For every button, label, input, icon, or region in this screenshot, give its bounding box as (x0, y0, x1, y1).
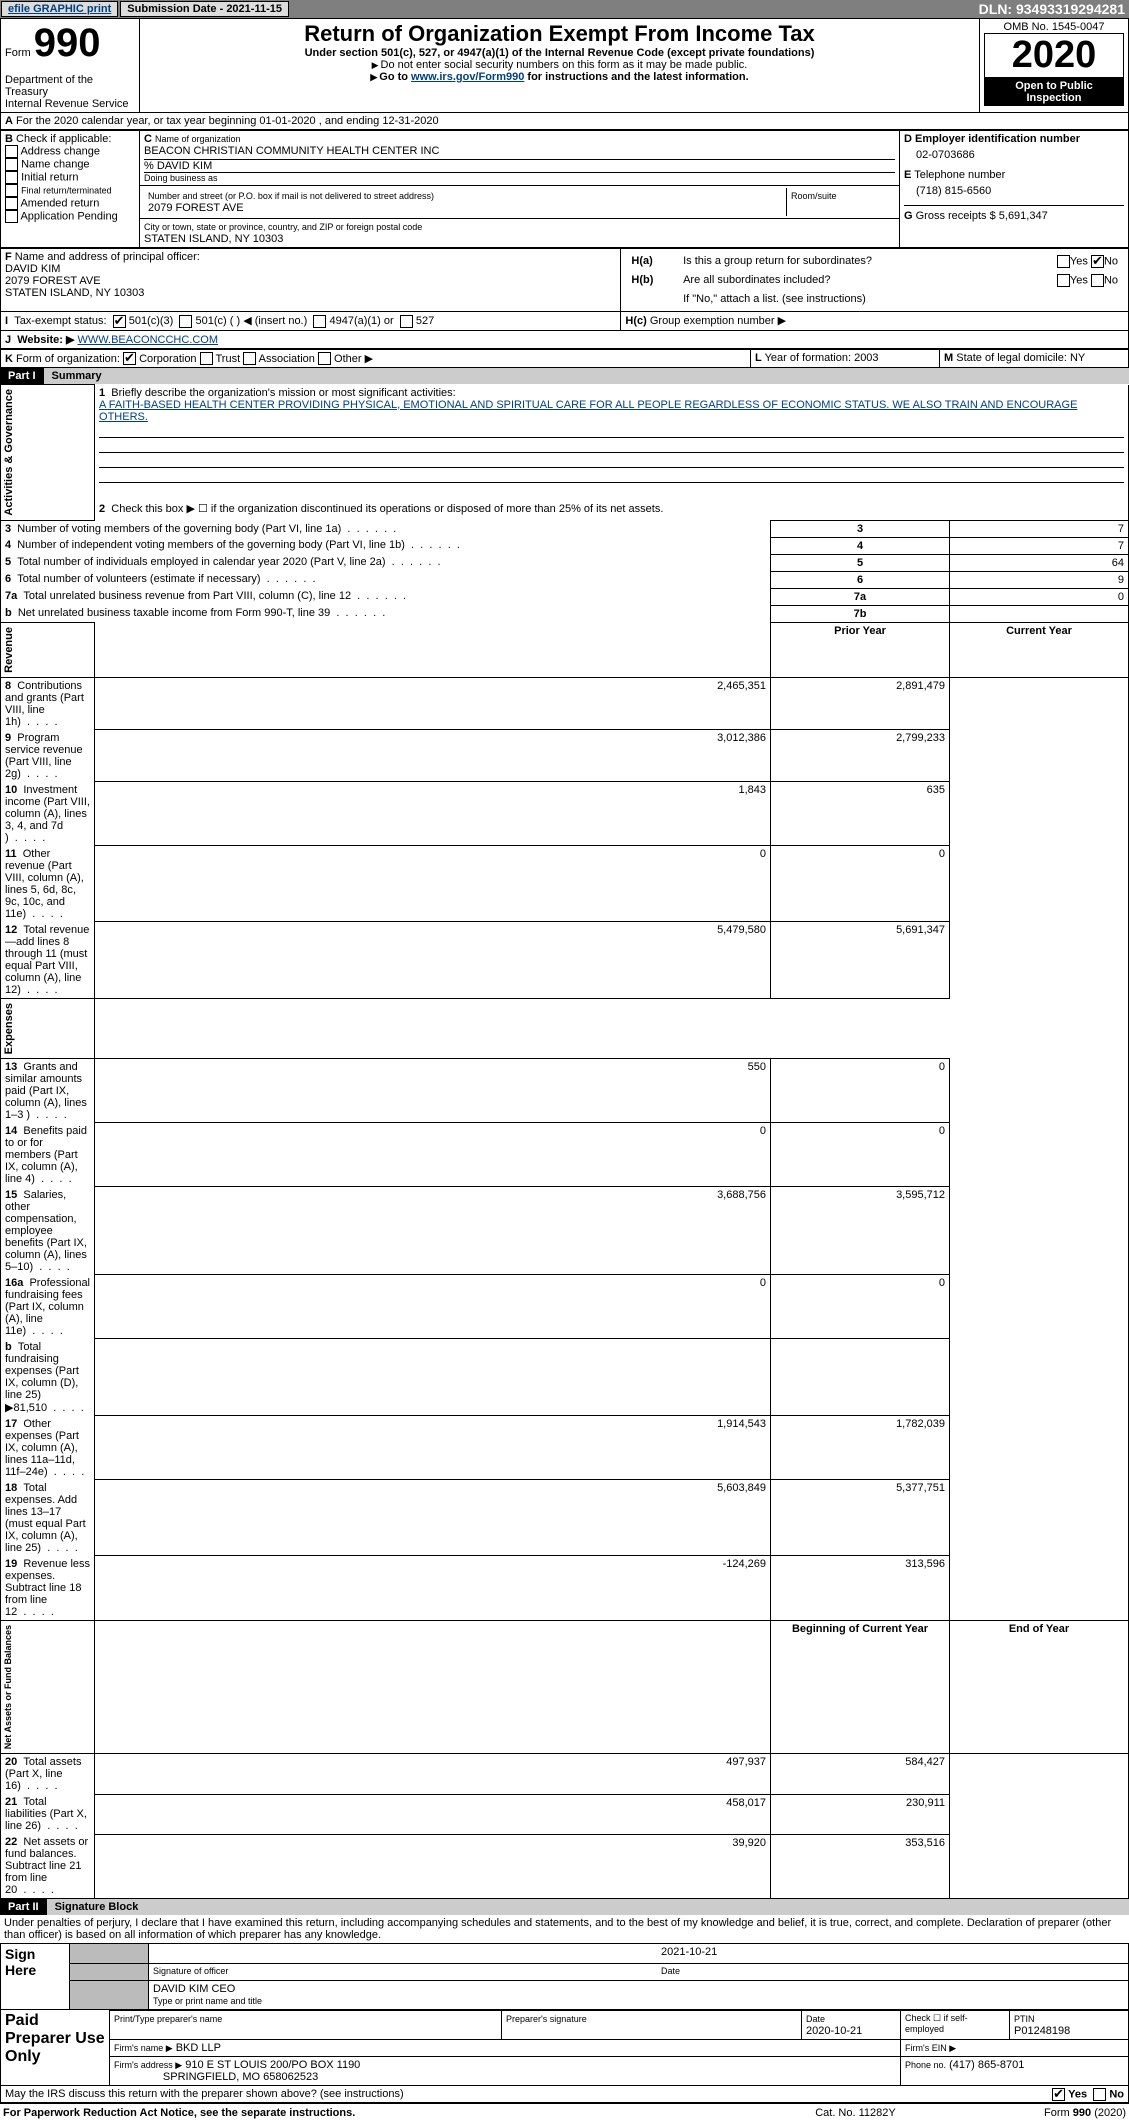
efile-print-button[interactable]: efile GRAPHIC print (1, 1, 118, 17)
preparer-table: Paid Preparer Use Only Print/Type prepar… (0, 2010, 1129, 2086)
omb-number: OMB No. 1545-0047 (984, 21, 1124, 33)
form-footer: Form 990 (2020) (946, 2106, 1127, 2120)
website-link[interactable]: WWW.BEACONCCHC.COM (77, 334, 218, 346)
entity-table: B Check if applicable: Address change Na… (0, 130, 1129, 248)
dln-label: DLN: 93493319294281 (975, 1, 1129, 17)
line-a: A For the 2020 calendar year, or tax yea… (0, 113, 1129, 130)
city-state-zip: STATEN ISLAND, NY 10303 (144, 233, 283, 245)
catalog-number: Cat. No. 11282Y (767, 2106, 945, 2120)
mission-text: A FAITH-BASED HEALTH CENTER PROVIDING PH… (99, 399, 1077, 423)
form-subtitle: Under section 501(c), 527, or 4947(a)(1)… (144, 47, 975, 59)
perjury-declaration: Under penalties of perjury, I declare th… (0, 1915, 1129, 1943)
street-address: 2079 FOREST AVE (148, 202, 244, 214)
discuss-line: May the IRS discuss this return with the… (0, 2086, 1129, 2103)
officer-table: F Name and address of principal officer:… (0, 248, 1129, 349)
dept-treasury: Department of the Treasury (5, 74, 135, 98)
top-bar: efile GRAPHIC print Submission Date - 20… (0, 0, 1129, 18)
gross-receipts: Gross receipts $ 5,691,347 (916, 210, 1048, 222)
pra-notice: For Paperwork Reduction Act Notice, see … (2, 2106, 765, 2120)
side-expenses: Expenses (1, 999, 17, 1058)
irs-link[interactable]: www.irs.gov/Form990 (411, 71, 524, 83)
signature-table: Sign Here 2021-10-21 Signature of office… (0, 1943, 1129, 2010)
side-revenue: Revenue (1, 623, 17, 677)
note-ssn: Do not enter social security numbers on … (381, 59, 748, 71)
paid-preparer-label: Paid Preparer Use Only (5, 2012, 105, 2065)
ein: 02-0703686 (916, 149, 1124, 161)
part1-title: Summary (44, 368, 1129, 384)
irs-label: Internal Revenue Service (5, 98, 135, 110)
phone: (718) 815-6560 (916, 185, 1124, 197)
summary-table: Activities & Governance 1 Briefly descri… (0, 384, 1129, 1899)
header-table: Form 990 Department of the Treasury Inte… (0, 18, 1129, 113)
tax-year: 2020 (984, 33, 1124, 78)
side-netassets: Net Assets or Fund Balances (1, 1621, 15, 1753)
org-name: BEACON CHRISTIAN COMMUNITY HEALTH CENTER… (144, 145, 439, 157)
open-public: Open to Public (990, 80, 1118, 92)
part2-title: Signature Block (47, 1899, 1129, 1915)
form-number: 990 (34, 21, 101, 65)
form-title: Return of Organization Exempt From Incom… (144, 21, 975, 47)
part1-header: Part I (0, 368, 44, 384)
form-label: Form (5, 47, 31, 59)
part2-header: Part II (0, 1899, 47, 1915)
inspection: Inspection (990, 92, 1118, 104)
side-governance: Activities & Governance (1, 385, 17, 520)
submission-date-button[interactable]: Submission Date - 2021-11-15 (120, 1, 289, 17)
line-k-table: K Form of organization: Corporation Trus… (0, 349, 1129, 369)
